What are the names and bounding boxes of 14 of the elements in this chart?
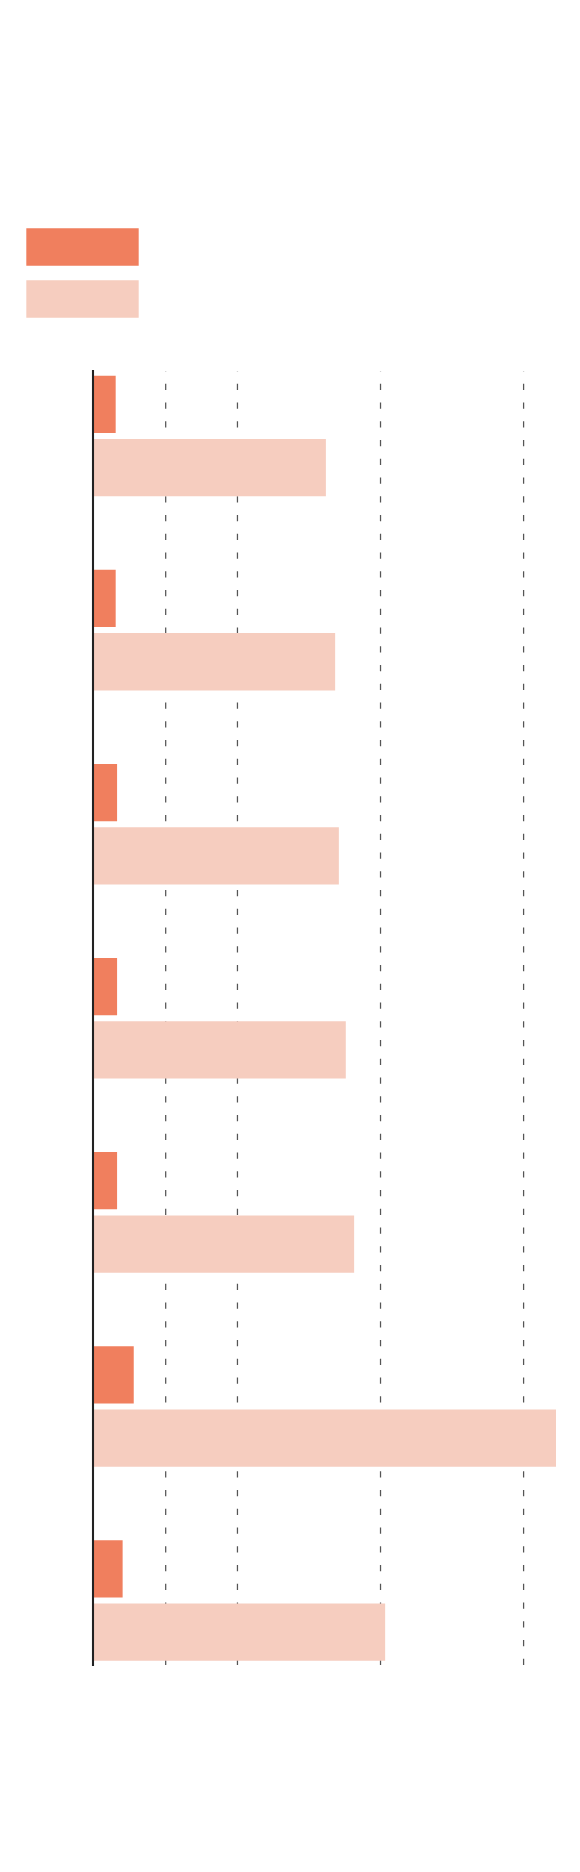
bar: [93, 569, 116, 628]
bar: [93, 1152, 118, 1210]
bar: [93, 763, 118, 822]
bar: [93, 1540, 123, 1598]
bar: [93, 827, 339, 885]
bar: [93, 439, 326, 497]
bar: [93, 958, 118, 1016]
bar: [93, 1346, 134, 1404]
bar: [93, 1603, 386, 1661]
bar: [93, 1409, 556, 1467]
bar: [93, 633, 336, 691]
bar: [93, 1021, 346, 1079]
bar: [93, 1215, 355, 1273]
bar: [93, 375, 116, 434]
